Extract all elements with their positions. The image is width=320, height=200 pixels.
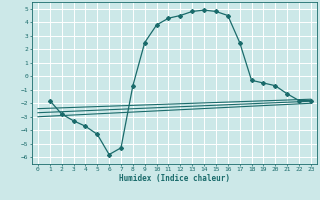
X-axis label: Humidex (Indice chaleur): Humidex (Indice chaleur) xyxy=(119,174,230,183)
